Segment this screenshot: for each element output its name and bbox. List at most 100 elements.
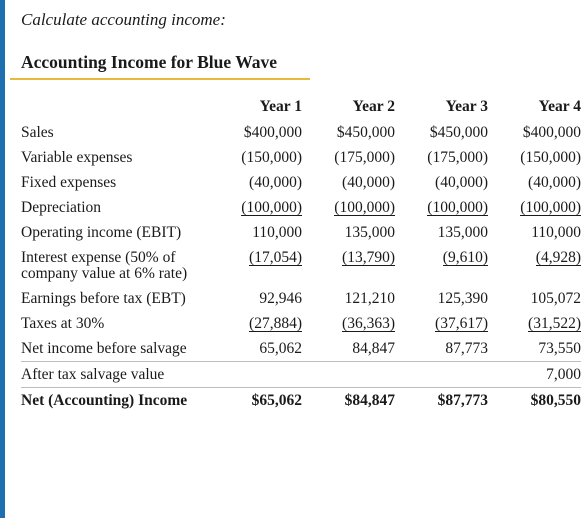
value-cell: $400,000 <box>209 120 302 145</box>
row-label: Sales <box>21 124 54 141</box>
cell-value: $87,773 <box>437 392 488 409</box>
cell-value: 135,000 <box>344 224 395 241</box>
cell-value: (40,000) <box>342 174 395 191</box>
cell-value: (150,000) <box>520 149 581 166</box>
value-cell: (9,610) <box>395 245 488 286</box>
value-cell: (36,363) <box>302 311 395 336</box>
value-cell: (100,000) <box>488 195 581 220</box>
table-heading: Accounting Income for Blue Wave <box>21 52 278 72</box>
value-cell: (175,000) <box>395 145 488 170</box>
cell-value: $80,550 <box>530 392 581 409</box>
value-cell: (40,000) <box>488 170 581 195</box>
row-label: Taxes at 30% <box>21 315 105 332</box>
cell-value: (100,000) <box>241 199 302 216</box>
header-row: Year 1 Year 2 Year 3 Year 4 <box>21 88 581 120</box>
cell-value: (175,000) <box>334 149 395 166</box>
cell-value: (9,610) <box>442 249 488 266</box>
row-label: Variable expenses <box>21 149 133 166</box>
column-header-year-3: Year 3 <box>445 98 488 115</box>
cell-value: (100,000) <box>520 199 581 216</box>
cell-value: (100,000) <box>427 199 488 216</box>
intro-text: Calculate accounting income: <box>21 10 226 29</box>
row-label: Interest expense (50% of company value a… <box>21 249 188 282</box>
cell-value: $400,000 <box>243 124 302 141</box>
cell-value: 121,210 <box>344 290 395 307</box>
value-cell: (175,000) <box>302 145 395 170</box>
cell-value: (31,522) <box>528 315 581 332</box>
cell-value: (4,928) <box>535 249 581 266</box>
value-cell <box>302 361 395 388</box>
cell-value: (36,363) <box>342 315 395 332</box>
value-cell: (100,000) <box>209 195 302 220</box>
cell-value: $450,000 <box>429 124 488 141</box>
value-cell: 65,062 <box>209 336 302 362</box>
cell-value: (150,000) <box>241 149 302 166</box>
value-cell: 121,210 <box>302 286 395 311</box>
value-cell: (40,000) <box>302 170 395 195</box>
value-cell: $84,847 <box>302 387 395 413</box>
value-cell: 135,000 <box>395 220 488 245</box>
cell-value: (40,000) <box>249 174 302 191</box>
table-row: Variable expenses (150,000) (175,000) (175,… <box>21 145 581 170</box>
value-cell: (31,522) <box>488 311 581 336</box>
value-cell: $400,000 <box>488 120 581 145</box>
cell-value: 125,390 <box>437 290 488 307</box>
table-row: Sales $400,000 $450,000 $450,000 $400,000 <box>21 120 581 145</box>
accounting-income-table: Year 1 Year 2 Year 3 Year 4 Sales $400,00… <box>21 88 581 413</box>
row-label: Depreciation <box>21 199 102 216</box>
cell-value: (17,054) <box>249 249 302 266</box>
cell-value: 65,062 <box>259 340 302 357</box>
value-cell: 110,000 <box>488 220 581 245</box>
cell-value: 84,847 <box>352 340 395 357</box>
value-cell: 105,072 <box>488 286 581 311</box>
value-cell: $65,062 <box>209 387 302 413</box>
cell-value: 73,550 <box>538 340 581 357</box>
table-row: After tax salvage value 7,000 <box>21 361 581 388</box>
value-cell: $87,773 <box>395 387 488 413</box>
value-cell: (100,000) <box>302 195 395 220</box>
cell-value: 87,773 <box>445 340 488 357</box>
value-cell: (40,000) <box>209 170 302 195</box>
cell-value: 110,000 <box>531 224 581 241</box>
cell-value: (175,000) <box>427 149 488 166</box>
column-header-year-1: Year 1 <box>259 98 302 115</box>
cell-value: 92,946 <box>259 290 302 307</box>
cell-value: $65,062 <box>251 392 302 409</box>
value-cell: $80,550 <box>488 387 581 413</box>
value-cell: (37,617) <box>395 311 488 336</box>
value-cell: (150,000) <box>488 145 581 170</box>
value-cell: (17,054) <box>209 245 302 286</box>
value-cell: 125,390 <box>395 286 488 311</box>
value-cell: (4,928) <box>488 245 581 286</box>
column-header-year-4: Year 4 <box>538 98 581 115</box>
column-header-year-2: Year 2 <box>352 98 395 115</box>
value-cell: 84,847 <box>302 336 395 362</box>
row-label: Net income before salvage <box>21 340 187 357</box>
cell-value: 135,000 <box>437 224 488 241</box>
cell-value: (13,790) <box>342 249 395 266</box>
cell-value: (40,000) <box>435 174 488 191</box>
table-row: Taxes at 30% (27,884) (36,363) (37,617) (31,… <box>21 311 581 336</box>
cell-value: $400,000 <box>522 124 581 141</box>
cell-value: 105,072 <box>530 290 581 307</box>
cell-value: (27,884) <box>249 315 302 332</box>
value-cell: (40,000) <box>395 170 488 195</box>
row-label: Earnings before tax (EBT) <box>21 290 186 307</box>
heading-underline <box>10 78 310 80</box>
cell-value: 110,000 <box>252 224 302 241</box>
corner-cell <box>21 88 209 120</box>
value-cell: (27,884) <box>209 311 302 336</box>
cell-value: $84,847 <box>344 392 395 409</box>
table-row: Depreciation (100,000) (100,000) (100,000) (… <box>21 195 581 220</box>
value-cell <box>209 361 302 388</box>
value-cell: 92,946 <box>209 286 302 311</box>
value-cell: (150,000) <box>209 145 302 170</box>
table-row: Fixed expenses (40,000) (40,000) (40,000) (4… <box>21 170 581 195</box>
value-cell: 110,000 <box>209 220 302 245</box>
cell-value: (37,617) <box>435 315 488 332</box>
value-cell: $450,000 <box>302 120 395 145</box>
cell-value: (100,000) <box>334 199 395 216</box>
table-row: Earnings before tax (EBT) 92,946 121,210 12… <box>21 286 581 311</box>
cell-value: 7,000 <box>546 366 581 383</box>
